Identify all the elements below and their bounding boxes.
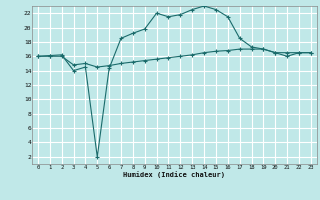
X-axis label: Humidex (Indice chaleur): Humidex (Indice chaleur) <box>124 171 225 178</box>
